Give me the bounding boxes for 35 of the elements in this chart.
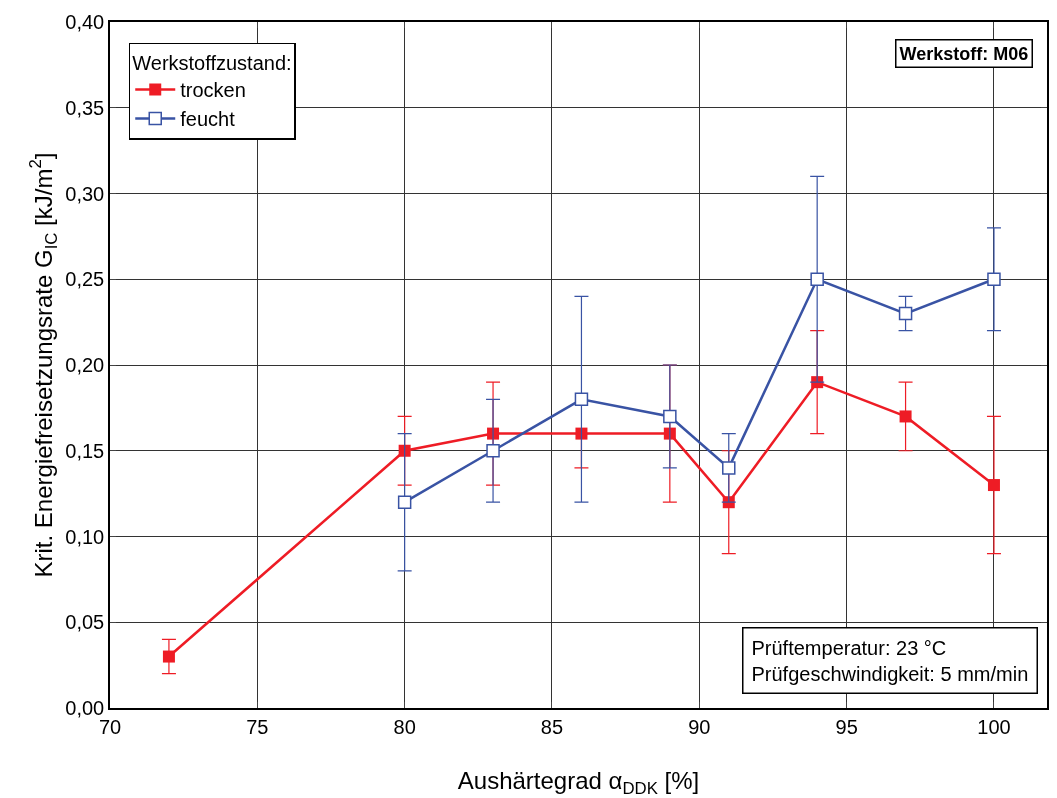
- point: [810, 272, 824, 286]
- y-tick-label: 0,05: [65, 611, 105, 634]
- legend-label: trocken: [180, 79, 246, 102]
- x-tick-label: 75: [246, 715, 269, 738]
- point: [663, 409, 677, 424]
- annotation: Prüftemperatur: 23 °C: [751, 636, 947, 659]
- y-tick-label: 0,40: [65, 11, 105, 33]
- legend-title: Werkstoffzustand:: [132, 52, 292, 75]
- point: [162, 650, 175, 663]
- point: [987, 479, 1000, 492]
- y-tick-label: 0,15: [65, 439, 105, 462]
- point: [397, 495, 412, 509]
- point: [987, 272, 1001, 286]
- annotation: Prüfgeschwindigkeit: 5 mm/min: [751, 662, 1029, 685]
- y-tick-label: 0,20: [65, 354, 105, 376]
- y-tick-label: 0,10: [65, 525, 105, 548]
- point: [899, 410, 912, 423]
- y-tick-label: 0,35: [65, 96, 105, 119]
- x-axis-title: Aushärtegrad α$_{DDK}$ [%]: [457, 766, 700, 798]
- x-tick-label: 100: [977, 715, 1011, 738]
- point: [574, 392, 589, 407]
- x-tick-label: 90: [688, 715, 711, 738]
- point: [898, 306, 913, 321]
- y-tick-label: 0,30: [65, 182, 105, 205]
- annotation: Werkstoff: M06: [899, 43, 1029, 64]
- x-tick-label: 85: [540, 715, 564, 738]
- point: [722, 461, 736, 475]
- point: [398, 444, 411, 457]
- legend-label: feucht: [180, 108, 236, 131]
- point: [486, 444, 500, 458]
- x-tick-label: 95: [835, 715, 858, 738]
- point: [575, 427, 588, 440]
- y-tick-label: 0,25: [65, 268, 105, 291]
- point: [663, 427, 676, 440]
- x-tick-label: 80: [393, 715, 416, 738]
